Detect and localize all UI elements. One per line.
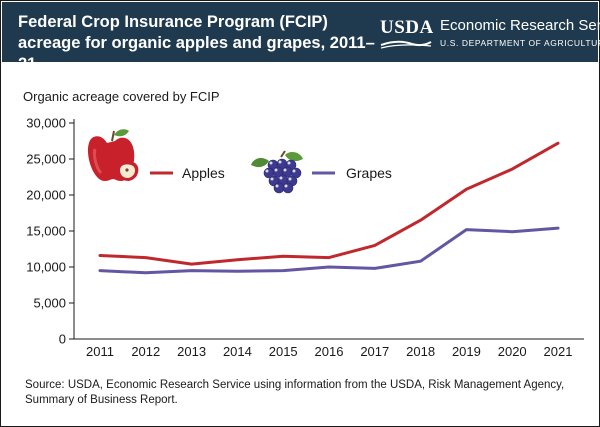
x-tick-label: 2019: [452, 344, 481, 359]
apple-icon: [87, 129, 139, 181]
x-tick-label: 2020: [498, 344, 527, 359]
org-dept: U.S. DEPARTMENT OF AGRICULTURE: [440, 38, 600, 48]
y-tick-label: 30,000: [26, 116, 66, 131]
series-lines: [98, 141, 560, 275]
x-tick-label: 2013: [177, 344, 206, 359]
usda-swoosh-icon: [380, 40, 432, 49]
y-axis-label: Organic acreage covered by FCIP: [23, 89, 220, 104]
x-tick-label: 2012: [131, 344, 160, 359]
usda-logo-text: USDA: [380, 17, 434, 38]
chart-title: Federal Crop Insurance Program (FCIP) ac…: [18, 13, 375, 73]
legend-label-apples: Apples: [182, 165, 225, 181]
x-tick-label: 2015: [269, 344, 298, 359]
legend-label-grapes: Grapes: [346, 165, 392, 181]
grapes-icon: [251, 150, 303, 194]
y-tick-label: 0: [59, 332, 66, 347]
x-tick-label: 2021: [544, 344, 573, 359]
y-tick-label: 25,000: [26, 152, 66, 167]
series-line-apples: [98, 141, 560, 266]
org-name: Economic Research Service: [440, 17, 600, 34]
x-axis: 2011 2012 2013 2014 2015 2016 2017 2018 2019 2020…: [74, 338, 584, 359]
y-tick-label: 15,000: [26, 224, 66, 239]
series-line-grapes: [98, 226, 560, 275]
source-note: Source: USDA, Economic Research Service …: [25, 379, 565, 406]
y-tick-label: 10,000: [26, 260, 66, 275]
x-tick-label: 2017: [360, 344, 389, 359]
x-tick-label: 2016: [315, 344, 344, 359]
usda-ers-logo: USDA Economic Research Service U.S. DEPA…: [380, 15, 600, 55]
y-tick-label: 20,000: [26, 188, 66, 203]
x-tick-label: 2011: [86, 344, 114, 359]
x-tick-label: 2018: [406, 344, 435, 359]
y-axis: 0 5,000 10,000 15,000 20,000 25,000 30,000: [26, 116, 75, 347]
legend: Apples Grapes: [87, 129, 392, 194]
y-tick-label: 5,000: [33, 296, 66, 311]
x-tick-label: 2014: [223, 344, 252, 359]
header-banner: Federal Crop Insurance Program (FCIP) ac…: [2, 2, 600, 73]
